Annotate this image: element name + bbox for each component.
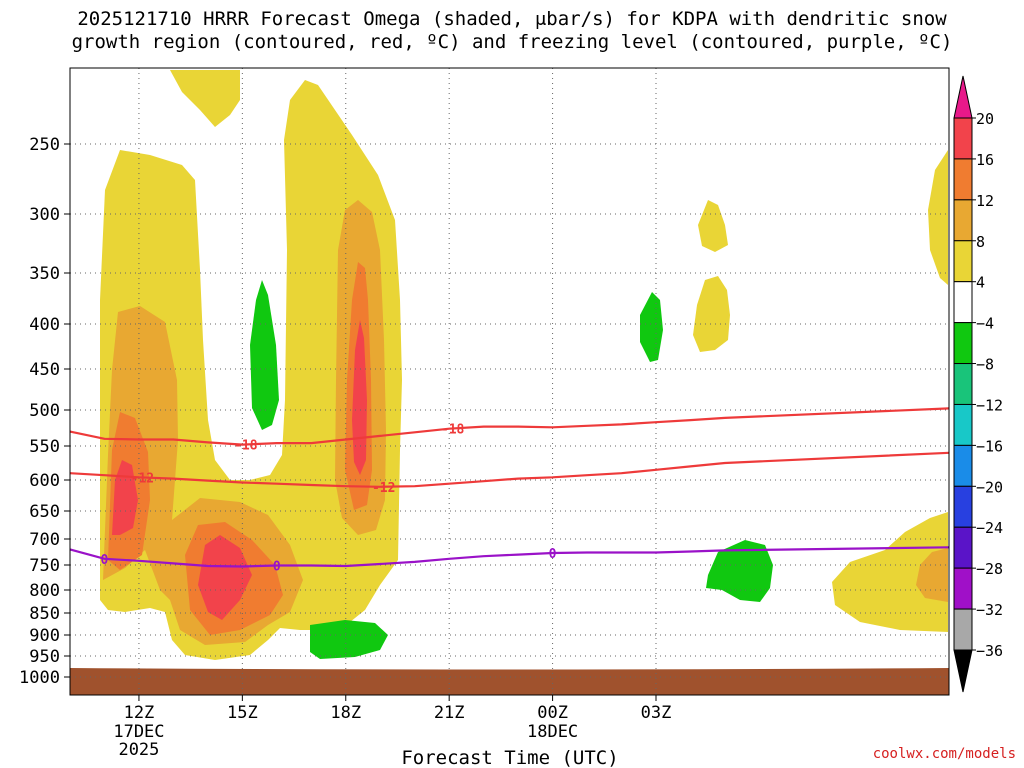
isotherm-contours: -18 -18 -12 -12 0 0 0	[69, 407, 950, 575]
colorbar-bin	[953, 608, 973, 651]
omega-region-yellow-mid-right-a	[698, 200, 728, 252]
x-tick-year-label: 2025	[118, 740, 159, 760]
omega-region-green-b	[640, 292, 663, 362]
y-tick-label: 850	[29, 604, 60, 624]
isotherm-label: -18	[441, 423, 465, 438]
colorbar-tick-label: 4	[976, 274, 985, 292]
x-tick-label: 21Z	[434, 703, 465, 723]
x-tick-label: 18Z	[330, 703, 361, 723]
colorbar-bin	[953, 117, 973, 160]
colorbar-tick-label: −16	[976, 437, 1003, 455]
omega-shading	[100, 70, 948, 660]
y-tick-label: 550	[29, 437, 60, 457]
colorbar-tick-label: 20	[976, 110, 994, 128]
omega-region-red-low	[198, 535, 252, 620]
y-tick-label: 750	[29, 556, 60, 576]
colorbar-tick-label: −24	[976, 519, 1003, 537]
isotherm-label: 0	[549, 547, 557, 562]
ground-layer	[70, 668, 949, 695]
chart-title-line2: growth region (contoured, red, ºC) and f…	[71, 31, 953, 53]
colorbar-bin	[953, 281, 973, 324]
y-tick-label: 600	[29, 471, 60, 491]
y-axis: 2503003504004505005506006507007508008509…	[19, 135, 70, 688]
colorbar-tick-label: −36	[976, 642, 1003, 660]
chart-title-line1: 2025121710 HRRR Forecast Omega (shaded, …	[77, 8, 947, 30]
isotherm-label: -18	[234, 438, 258, 453]
omega-region-yellow-left-column	[100, 80, 402, 660]
omega-region-gold-lower-right	[916, 548, 948, 602]
y-tick-label: 350	[29, 264, 60, 284]
y-tick-label: 400	[29, 315, 60, 335]
colorbar-tick-label: 12	[976, 192, 994, 210]
omega-region-red-right	[352, 320, 367, 475]
omega-region-yellow-top-left	[170, 70, 240, 127]
colorbar-top-arrow	[953, 75, 973, 119]
y-tick-label: 450	[29, 360, 60, 380]
colorbar-bin	[953, 158, 973, 201]
y-tick-label: 700	[29, 530, 60, 550]
omega-region-yellow-mid-right-b	[693, 276, 730, 352]
x-tick-label: 03Z	[641, 703, 672, 723]
y-tick-label: 800	[29, 581, 60, 601]
y-tick-label: 300	[29, 205, 60, 225]
x-tick-label: 12Z	[124, 703, 155, 723]
plot-frame	[69, 67, 950, 696]
isotherm-label: -12	[131, 471, 154, 486]
colorbar-bin	[953, 444, 973, 487]
isotherm-label: 0	[273, 560, 281, 575]
colorbar-tick-label: 16	[976, 151, 994, 169]
x-tick-date-label: 17DEC	[113, 722, 164, 742]
colorbar-tick-label: −12	[976, 396, 1003, 414]
x-tick-label: 15Z	[227, 703, 258, 723]
colorbar-bin	[953, 567, 973, 610]
colorbar-bin	[953, 199, 973, 242]
isotherm-label: -12	[372, 481, 395, 496]
x-tick-date-label: 18DEC	[527, 722, 578, 742]
omega-region-yellow-lower-right	[832, 512, 948, 632]
y-tick-label: 900	[29, 626, 60, 646]
omega-region-yellow-right-top	[928, 150, 948, 285]
ground-fill	[70, 668, 949, 695]
colorbar-bin	[953, 240, 973, 283]
credit-text: coolwx.com/models	[872, 746, 1016, 762]
y-tick-label: 650	[29, 502, 60, 522]
y-tick-label: 250	[29, 135, 60, 155]
x-axis-label: Forecast Time (UTC)	[401, 747, 618, 768]
colorbar: 20 16 12 8 4 −4 −8 −12 −16 −20 −24 −28 −32 −36	[953, 75, 1003, 693]
colorbar-tick-label: −8	[976, 356, 994, 374]
isotherm-line	[69, 451, 950, 488]
colorbar-tick-label: −20	[976, 478, 1003, 496]
colorbar-bin	[953, 322, 973, 365]
colorbar-bin	[953, 403, 973, 446]
colorbar-bin	[953, 363, 973, 405]
colorbar-bin	[953, 526, 973, 569]
colorbar-tick-label: −28	[976, 560, 1003, 578]
y-tick-label: 500	[29, 401, 60, 421]
isotherm-line	[69, 546, 950, 568]
y-tick-label: 950	[29, 647, 60, 667]
isotherm-line	[69, 407, 950, 446]
omega-region-red-left	[112, 460, 138, 535]
colorbar-bottom-arrow	[953, 649, 973, 693]
y-tick-label: 1000	[19, 668, 60, 688]
x-tick-label: 00Z	[537, 703, 568, 723]
colorbar-bin	[953, 485, 973, 528]
colorbar-tick-label: 8	[976, 233, 985, 251]
colorbar-tick-label: −32	[976, 601, 1003, 619]
omega-region-green-c	[310, 620, 388, 659]
isotherm-label: 0	[101, 553, 109, 568]
omega-region-green-d	[706, 540, 773, 602]
omega-region-green-a	[250, 280, 279, 430]
colorbar-tick-label: −4	[976, 315, 994, 333]
